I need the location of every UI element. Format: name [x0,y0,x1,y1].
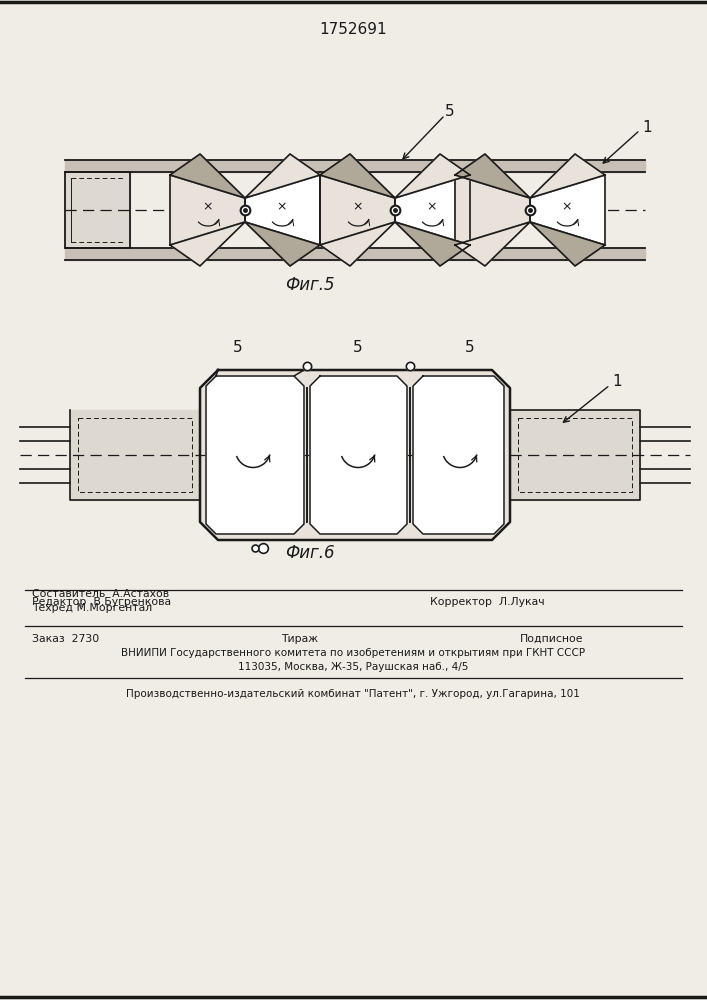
Polygon shape [245,222,320,266]
Text: Редактор  В.Бугренкова: Редактор В.Бугренкова [32,597,171,607]
Text: ×: × [276,200,287,214]
Text: Составитель  А.Астахов: Составитель А.Астахов [32,589,169,599]
Polygon shape [245,175,320,245]
Polygon shape [510,410,640,500]
Polygon shape [65,160,645,172]
Text: ×: × [562,200,572,214]
Text: ×: × [353,200,363,214]
Polygon shape [395,222,470,266]
Text: 1752691: 1752691 [319,22,387,37]
Polygon shape [70,410,200,500]
Polygon shape [530,222,605,266]
Polygon shape [245,154,320,198]
Polygon shape [395,175,470,245]
Text: 5: 5 [445,104,455,119]
Polygon shape [65,248,645,260]
Text: Производственно-издательский комбинат "Патент", г. Ужгород, ул.Гагарина, 101: Производственно-издательский комбинат "П… [126,689,580,699]
Polygon shape [320,154,395,198]
Text: 5: 5 [465,340,475,356]
Text: Подписное: Подписное [520,634,583,644]
Text: 1: 1 [642,119,652,134]
Text: Техред М.Моргентал: Техред М.Моргентал [32,603,152,613]
Polygon shape [455,154,530,198]
Text: Корректор  Л.Лукач: Корректор Л.Лукач [430,597,544,607]
Polygon shape [530,175,605,245]
Text: Фиг.6: Фиг.6 [285,544,335,562]
Text: 113035, Москва, Ж-35, Раушская наб., 4/5: 113035, Москва, Ж-35, Раушская наб., 4/5 [238,662,468,672]
Polygon shape [200,370,510,540]
Polygon shape [206,376,304,534]
Polygon shape [310,376,407,534]
Polygon shape [455,222,530,266]
Text: ×: × [427,200,437,214]
Polygon shape [170,175,245,245]
Polygon shape [320,222,395,266]
Polygon shape [170,222,245,266]
Polygon shape [170,154,245,198]
Polygon shape [413,376,504,534]
Text: Тираж: Тираж [281,634,319,644]
Text: 5: 5 [233,340,243,356]
Text: ВНИИПИ Государственного комитета по изобретениям и открытиям при ГКНТ СССР: ВНИИПИ Государственного комитета по изоб… [121,648,585,658]
Text: Фиг.5: Фиг.5 [285,276,335,294]
Text: 5: 5 [354,340,363,356]
Text: 1: 1 [612,374,622,389]
Polygon shape [395,154,470,198]
Polygon shape [320,175,395,245]
Polygon shape [455,175,530,245]
Polygon shape [65,172,130,248]
Text: ×: × [203,200,214,214]
Text: Заказ  2730: Заказ 2730 [32,634,99,644]
Polygon shape [530,154,605,198]
